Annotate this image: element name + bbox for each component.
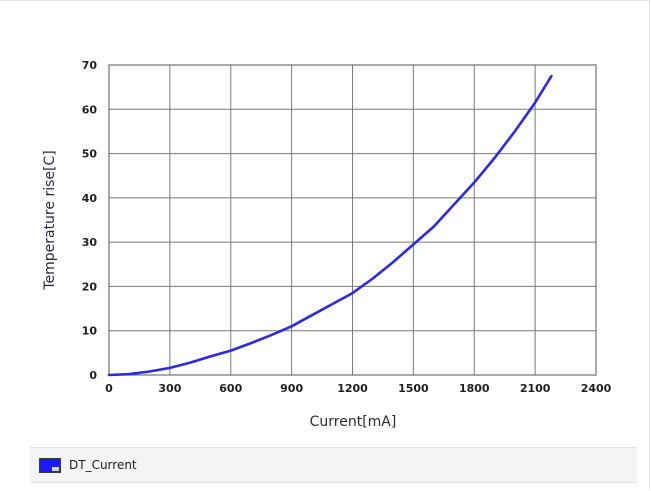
legend-swatch[interactable] [39, 457, 61, 473]
chart-svg: 0 300 600 900 1200 1500 1800 2100 2400 0 10 20 30 40 5… [42, 59, 612, 430]
tick-layer: 0 300 600 900 1200 1500 1800 2100 2400 0 10 20 30 40 5… [82, 59, 612, 395]
y-axis-title: Temperature rise[C] [42, 150, 58, 290]
x-tick-label: 600 [219, 382, 242, 395]
series-line-dt-current [107, 74, 553, 377]
x-tick-label: 900 [280, 382, 303, 395]
y-tick-label: 30 [82, 236, 98, 249]
y-tick-label: 50 [82, 148, 98, 161]
x-tick-label: 0 [105, 382, 113, 395]
y-tick-label: 60 [82, 103, 98, 116]
x-tick-label: 300 [158, 382, 181, 395]
x-tick-label: 2400 [581, 382, 612, 395]
series-layer [107, 74, 553, 377]
x-tick-label: 1800 [459, 382, 490, 395]
legend-label: DT_Current [69, 458, 137, 472]
y-tick-label: 70 [82, 59, 98, 72]
y-tick-label: 10 [82, 325, 98, 338]
x-tick-label: 1500 [398, 382, 429, 395]
y-tick-label: 40 [82, 192, 98, 205]
x-tick-label: 2100 [520, 382, 551, 395]
grid-layer [108, 64, 597, 376]
y-tick-label: 20 [82, 280, 98, 293]
x-axis-title: Current[mA] [310, 414, 397, 430]
y-tick-label: 0 [89, 369, 97, 382]
x-tick-label: 1200 [337, 382, 368, 395]
plot-border [108, 64, 597, 376]
legend: DT_Current [30, 447, 637, 483]
